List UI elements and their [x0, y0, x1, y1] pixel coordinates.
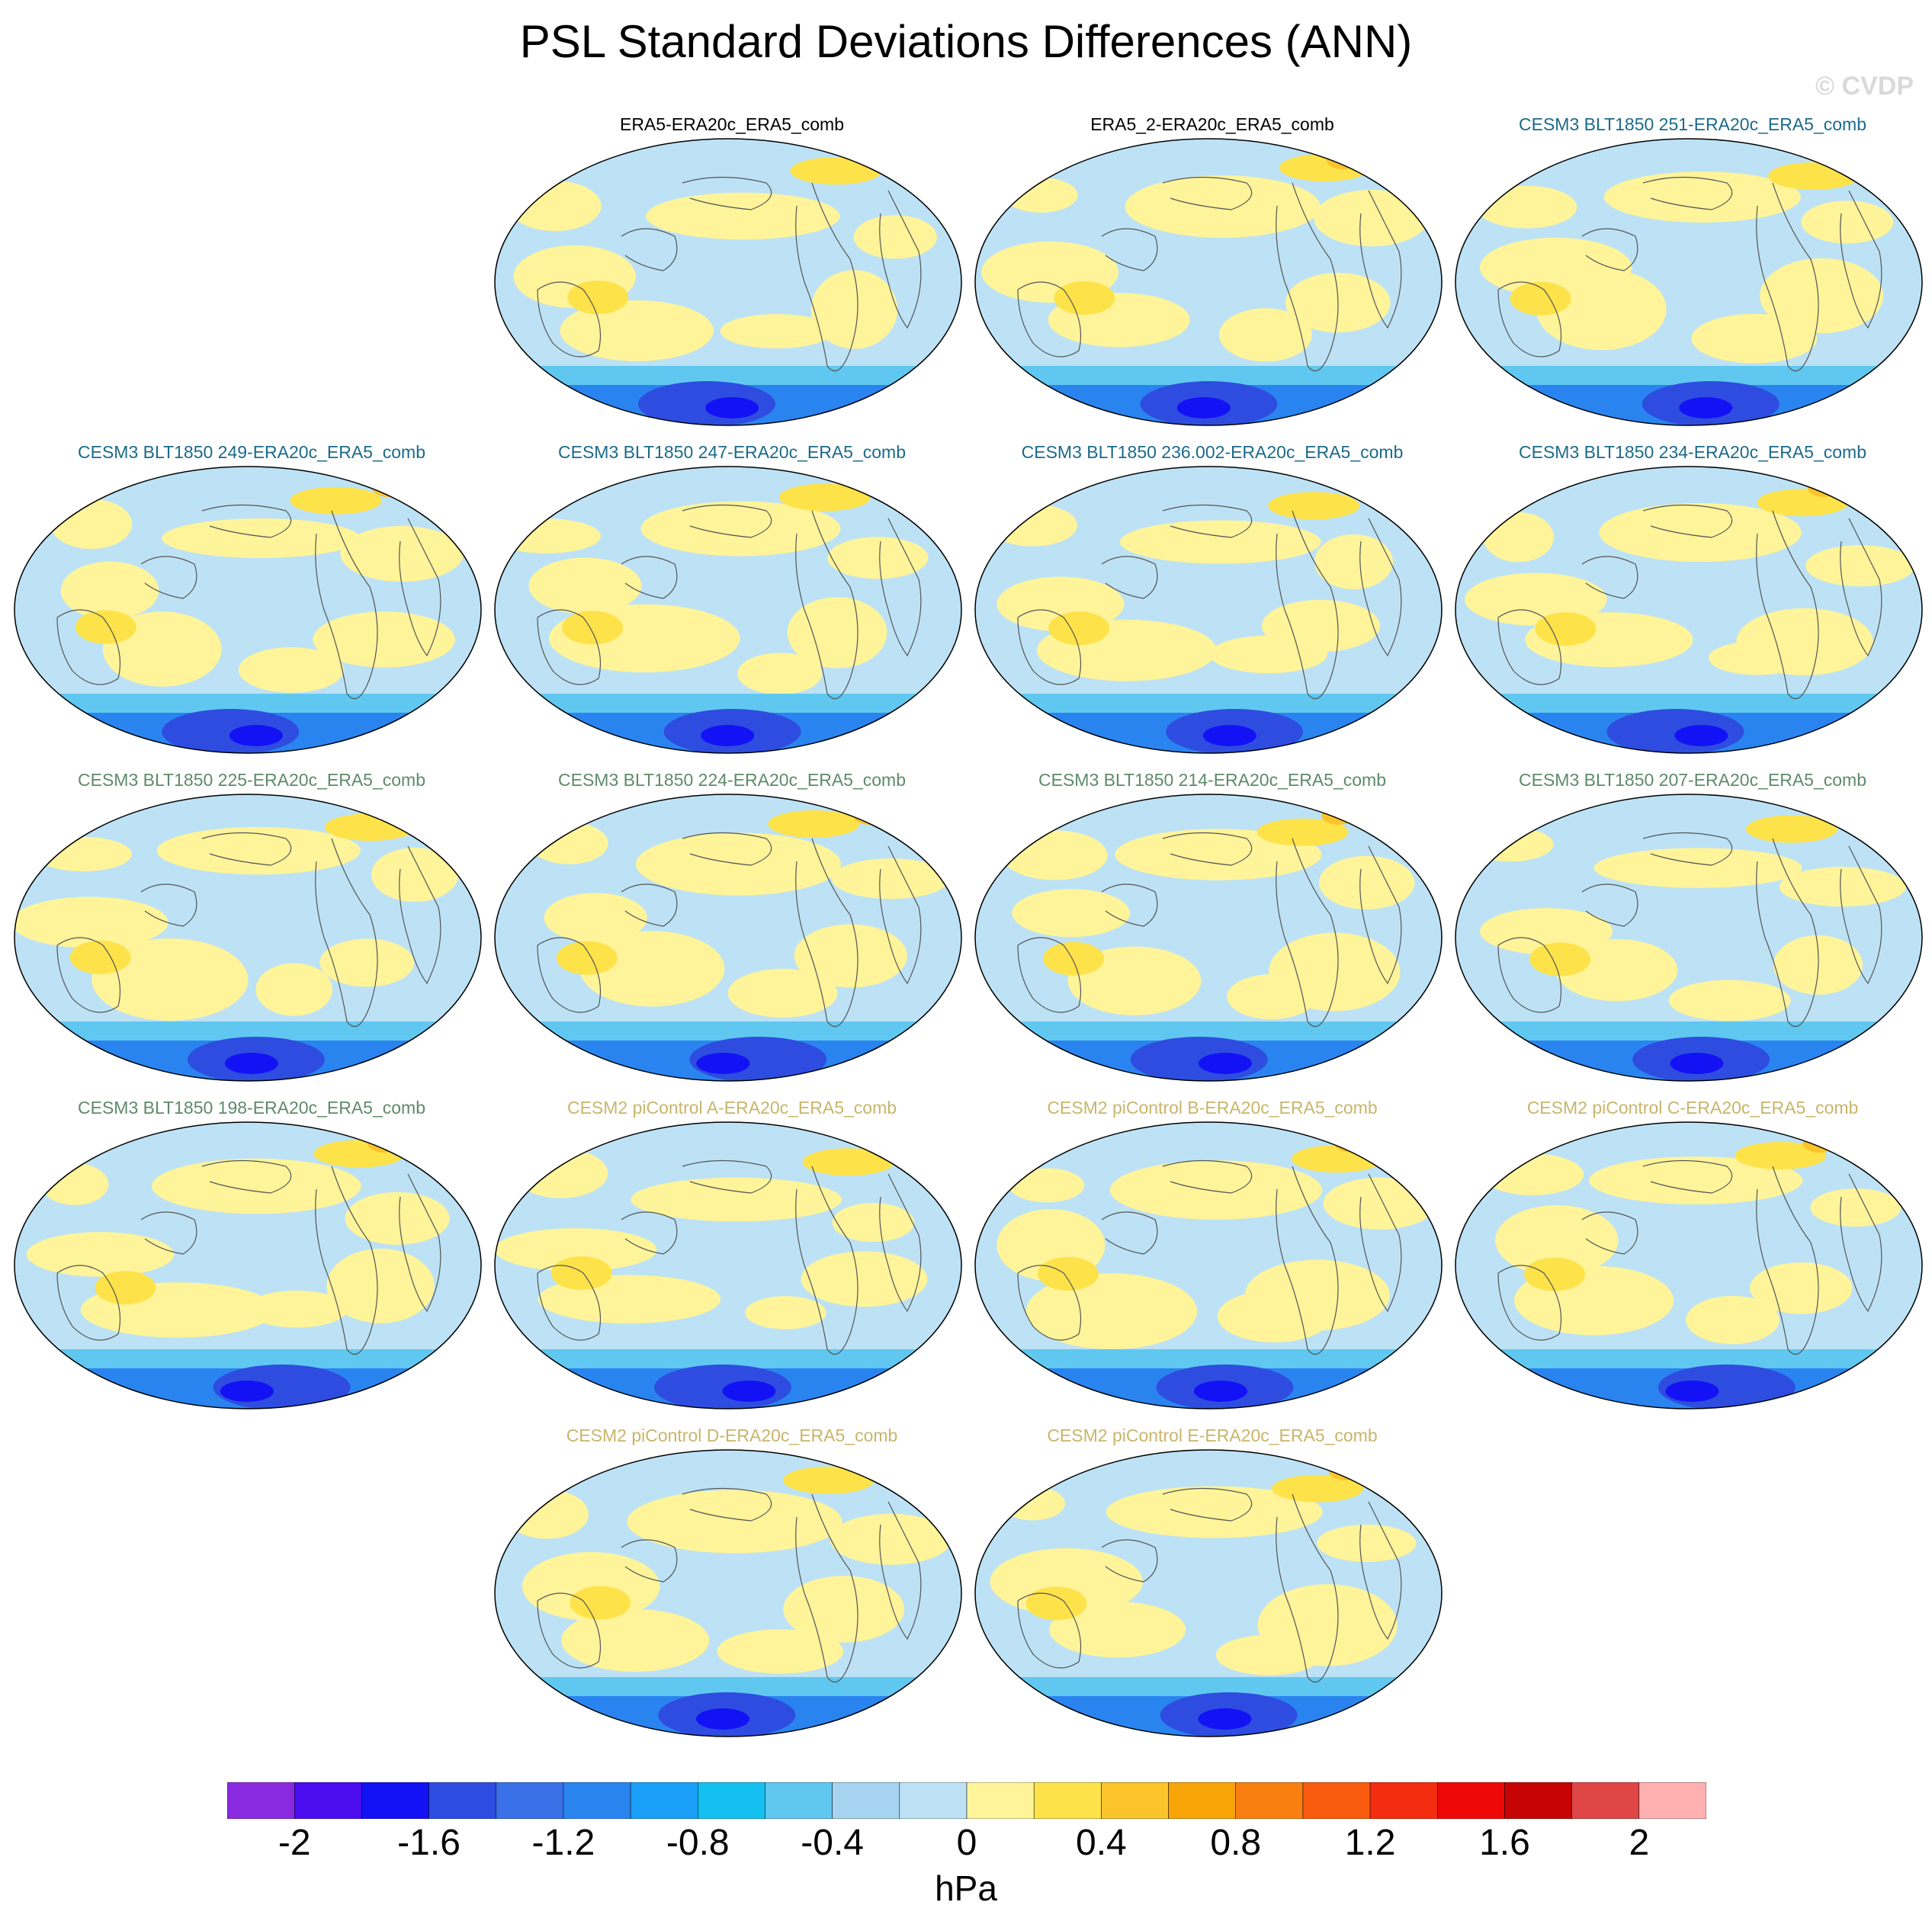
colorbar-swatch: [1302, 1782, 1371, 1819]
map-panel: CESM3 BLT1850 207-ERA20c_ERA5_comb: [1452, 770, 1932, 1084]
colorbar-swatch: [1101, 1782, 1169, 1819]
colorbar-swatch: [428, 1782, 496, 1819]
map-panel: CESM2 piControl A-ERA20c_ERA5_comb: [492, 1098, 972, 1412]
colorbar-swatch: [361, 1782, 429, 1819]
world-map: [494, 138, 962, 426]
colorbar-swatch: [1571, 1782, 1640, 1819]
colorbar-tick-label: 0.4: [1075, 1823, 1127, 1863]
world-map: [14, 1121, 482, 1409]
panel-label: CESM3 BLT1850 224-ERA20c_ERA5_comb: [558, 770, 906, 790]
colorbar-swatch: [832, 1782, 900, 1819]
world-map: [494, 794, 962, 1082]
panel-label: CESM3 BLT1850 234-ERA20c_ERA5_comb: [1519, 442, 1866, 462]
panel-label: ERA5-ERA20c_ERA5_comb: [619, 114, 845, 134]
panel-label: CESM3 BLT1850 247-ERA20c_ERA5_comb: [558, 442, 906, 462]
map-panel: CESM3 BLT1850 214-ERA20c_ERA5_comb: [972, 770, 1452, 1084]
world-map: [494, 466, 962, 754]
colorbar-swatch: [899, 1782, 968, 1819]
panel-label: CESM2 piControl D-ERA20c_ERA5_comb: [566, 1426, 898, 1445]
colorbar-swatch: [1504, 1782, 1572, 1819]
map-panel: CESM3 BLT1850 198-ERA20c_ERA5_comb: [11, 1098, 492, 1412]
panel-label: CESM2 piControl C-ERA20c_ERA5_comb: [1526, 1098, 1859, 1118]
colorbar-swatch: [294, 1782, 362, 1819]
map-panel: CESM3 BLT1850 234-ERA20c_ERA5_comb: [1452, 442, 1932, 756]
map-panel: ERA5-ERA20c_ERA5_comb: [492, 114, 972, 428]
map-panel: CESM2 piControl E-ERA20c_ERA5_comb: [972, 1426, 1452, 1740]
world-map: [974, 138, 1443, 426]
map-panel: ERA5_2-ERA20c_ERA5_comb: [972, 114, 1452, 428]
colorbar-swatch: [1638, 1782, 1706, 1819]
panel-label: CESM3 BLT1850 214-ERA20c_ERA5_comb: [1038, 770, 1386, 790]
panel-label: CESM3 BLT1850 236.002-ERA20c_ERA5_comb: [1021, 442, 1404, 462]
colorbar-tick-label: 0.8: [1210, 1823, 1262, 1863]
colorbar-swatch: [630, 1782, 698, 1819]
map-panel: CESM3 BLT1850 224-ERA20c_ERA5_comb: [492, 770, 972, 1084]
panel-label: CESM2 piControl B-ERA20c_ERA5_comb: [1047, 1098, 1378, 1118]
panel-label: CESM2 piControl E-ERA20c_ERA5_comb: [1047, 1426, 1378, 1445]
colorbar-swatch: [1033, 1782, 1102, 1819]
map-panel: CESM3 BLT1850 249-ERA20c_ERA5_comb: [11, 442, 492, 756]
world-map: [974, 1121, 1443, 1409]
panel-label: CESM3 BLT1850 225-ERA20c_ERA5_comb: [78, 770, 425, 790]
colorbar-swatch: [1369, 1782, 1438, 1819]
map-panel: CESM3 BLT1850 225-ERA20c_ERA5_comb: [11, 770, 492, 1084]
panel-label: ERA5_2-ERA20c_ERA5_comb: [1090, 114, 1334, 134]
colorbar-tick-label: -1.6: [397, 1823, 461, 1863]
colorbar-units: hPa: [935, 1868, 997, 1908]
world-map: [974, 1449, 1443, 1737]
colorbar-tick-label: -1.2: [531, 1823, 595, 1863]
colorbar-tick-label: -0.8: [666, 1823, 730, 1863]
colorbar-tick-label: 2: [1629, 1823, 1650, 1863]
cvdp-watermark: © CVDP: [1815, 72, 1914, 101]
panel-label: CESM3 BLT1850 198-ERA20c_ERA5_comb: [78, 1098, 425, 1118]
colorbar-swatch: [1235, 1782, 1304, 1819]
map-panel: CESM3 BLT1850 247-ERA20c_ERA5_comb: [492, 442, 972, 756]
world-map: [1455, 794, 1923, 1082]
colorbar-tick-label: 1.6: [1479, 1823, 1530, 1863]
world-map: [1455, 138, 1923, 426]
colorbar-swatch: [496, 1782, 564, 1819]
panel-label: CESM2 piControl A-ERA20c_ERA5_comb: [566, 1098, 897, 1118]
map-panel: CESM2 piControl D-ERA20c_ERA5_comb: [492, 1426, 972, 1740]
colorbar-tick-label: -2: [278, 1823, 311, 1863]
map-panel: CESM3 BLT1850 236.002-ERA20c_ERA5_comb: [972, 442, 1452, 756]
colorbar-swatch: [765, 1782, 833, 1819]
world-map: [1455, 1121, 1923, 1409]
map-panel: CESM3 BLT1850 251-ERA20c_ERA5_comb: [1452, 114, 1932, 428]
colorbar-swatch: [1168, 1782, 1236, 1819]
world-map: [14, 794, 482, 1082]
colorbar-tick-label: 1.2: [1344, 1823, 1396, 1863]
colorbar-swatch: [563, 1782, 631, 1819]
colorbar-swatch: [227, 1782, 295, 1819]
colorbar-tick-label: -0.4: [801, 1823, 864, 1863]
colorbar-swatch: [698, 1782, 765, 1819]
figure-title: PSL Standard Deviations Differences (ANN…: [519, 16, 1413, 67]
colorbar-swatch: [966, 1782, 1035, 1819]
colorbar-swatch: [1437, 1782, 1505, 1819]
map-panel: CESM2 piControl C-ERA20c_ERA5_comb: [1452, 1098, 1932, 1412]
panel-label: CESM3 BLT1850 251-ERA20c_ERA5_comb: [1519, 114, 1866, 134]
panel-label: CESM3 BLT1850 249-ERA20c_ERA5_comb: [78, 442, 425, 462]
world-map: [494, 1449, 962, 1737]
map-panel: CESM2 piControl B-ERA20c_ERA5_comb: [972, 1098, 1452, 1412]
world-map: [494, 1121, 962, 1409]
world-map: [14, 466, 482, 754]
world-map: [1455, 466, 1923, 754]
world-map: [974, 466, 1443, 754]
world-map: [974, 794, 1443, 1082]
colorbar-tick-label: 0: [956, 1823, 977, 1863]
panel-label: CESM3 BLT1850 207-ERA20c_ERA5_comb: [1519, 770, 1866, 790]
colorbar: [227, 1782, 1706, 1819]
